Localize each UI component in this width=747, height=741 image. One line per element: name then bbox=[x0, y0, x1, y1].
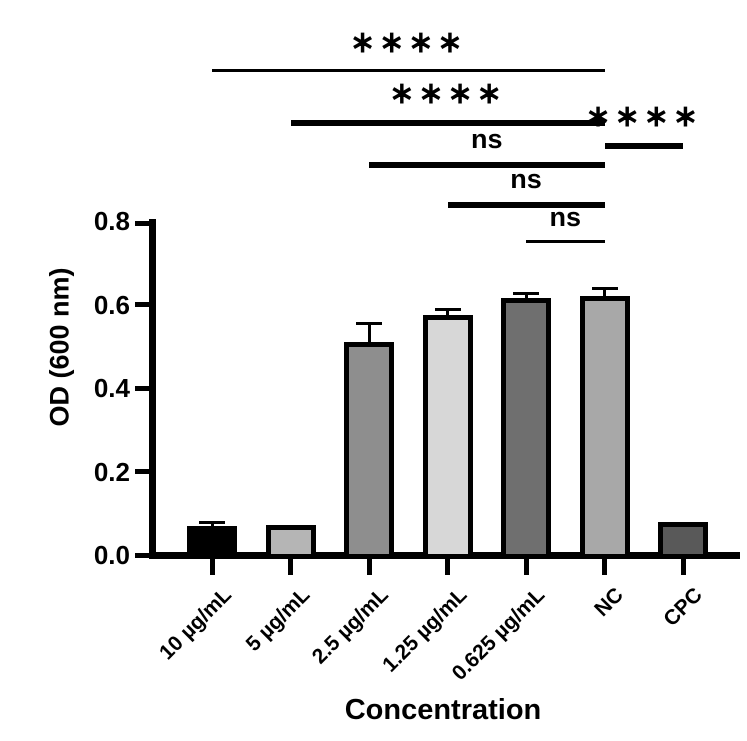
y-axis-tick bbox=[135, 469, 149, 474]
y-tick-label: 0.2 bbox=[93, 456, 130, 487]
significance-label: ns bbox=[510, 164, 542, 194]
error-bar-cap bbox=[356, 321, 382, 325]
significance-label: ∗∗∗∗ bbox=[585, 100, 703, 133]
y-tick-label: 0.6 bbox=[93, 289, 130, 320]
significance-label: ∗∗∗∗ bbox=[349, 26, 467, 59]
error-bar-cap bbox=[591, 287, 618, 291]
significance-bracket-line bbox=[447, 202, 605, 208]
error-bar-cap bbox=[434, 308, 461, 312]
x-axis-tick bbox=[523, 559, 529, 575]
significance-bracket-line bbox=[212, 69, 605, 72]
x-tick-label: CPC bbox=[658, 583, 707, 631]
x-axis-tick bbox=[602, 559, 607, 575]
significance-label: ns bbox=[549, 202, 582, 232]
significance-label: ∗∗∗∗ bbox=[389, 77, 506, 110]
x-axis-tick bbox=[366, 559, 372, 575]
significance-label: ns bbox=[470, 124, 503, 154]
bar bbox=[344, 342, 394, 559]
bar bbox=[265, 524, 316, 559]
x-tick-label: NC bbox=[590, 583, 629, 622]
significance-bracket-line bbox=[369, 162, 605, 168]
bar bbox=[422, 314, 473, 559]
x-tick-label: 5 µg/mL bbox=[241, 583, 315, 656]
error-bar-stem bbox=[524, 293, 528, 303]
error-bar-cap bbox=[199, 520, 225, 524]
error-bar-stem bbox=[367, 323, 371, 347]
bar bbox=[579, 296, 630, 559]
x-axis-tick bbox=[209, 559, 215, 575]
x-tick-label: 2.5 µg/mL bbox=[307, 583, 393, 669]
x-axis-tick bbox=[288, 559, 293, 575]
significance-bracket-line bbox=[526, 240, 605, 243]
error-bar-cap bbox=[513, 291, 539, 295]
error-bar-stem bbox=[603, 288, 606, 301]
significance-bracket-line bbox=[290, 120, 605, 126]
bar bbox=[501, 298, 551, 559]
y-tick-label: 0.0 bbox=[93, 540, 130, 570]
y-axis-tick bbox=[135, 385, 149, 391]
y-tick-label: 0.4 bbox=[93, 373, 130, 403]
x-axis-tick bbox=[445, 559, 450, 575]
x-tick-label: 10 µg/mL bbox=[154, 583, 236, 665]
y-axis-title: OD (600 nm) bbox=[44, 267, 75, 427]
error-bar-stem bbox=[446, 309, 449, 319]
x-axis-tick bbox=[680, 559, 686, 575]
significance-bracket-line bbox=[604, 143, 683, 149]
y-tick-label: 0.8 bbox=[93, 206, 130, 236]
y-axis-tick bbox=[135, 302, 149, 307]
bar bbox=[187, 525, 237, 559]
bar bbox=[658, 521, 708, 559]
y-axis-tick bbox=[135, 552, 149, 558]
y-axis-line bbox=[149, 219, 156, 559]
y-axis-tick bbox=[135, 221, 149, 226]
x-axis-title: Concentration bbox=[344, 694, 542, 726]
